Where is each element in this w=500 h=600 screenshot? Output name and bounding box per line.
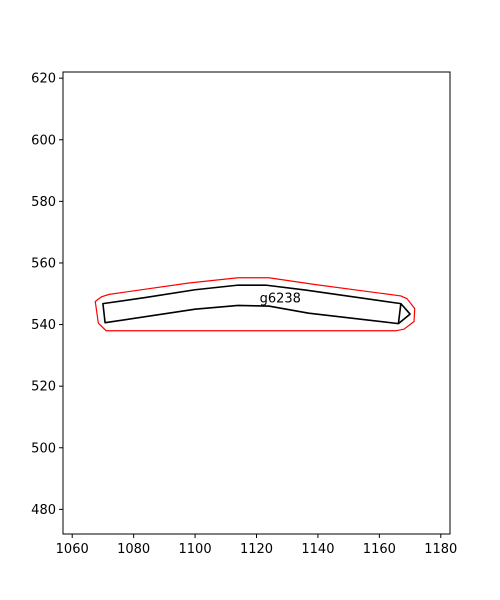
y-tick-label: 480: [31, 503, 56, 518]
annotation-label: g6238: [260, 291, 301, 306]
y-tick-label: 520: [31, 380, 56, 395]
series-line-2: [397, 303, 411, 325]
y-tick-label: 560: [31, 256, 56, 271]
x-tick-label: 1140: [301, 542, 334, 557]
x-tick-label: 1060: [56, 542, 89, 557]
y-tick-label: 580: [31, 195, 56, 210]
y-axis: 480 500 520 540 560 580 600 620: [31, 72, 63, 518]
y-tick-label: 500: [31, 441, 56, 456]
x-axis: 1060 1080 1100 1120 1140 1160 1180: [56, 534, 457, 557]
series-line-1: [102, 284, 402, 325]
x-tick-label: 1100: [179, 542, 212, 557]
y-tick-label: 620: [31, 72, 56, 87]
y-tick-label: 540: [31, 318, 56, 333]
x-tick-label: 1180: [424, 542, 457, 557]
x-tick-label: 1160: [363, 542, 396, 557]
series-layer: [94, 277, 416, 332]
y-tick-label: 600: [31, 133, 56, 148]
series-line-0: [94, 277, 416, 332]
x-tick-label: 1080: [117, 542, 150, 557]
x-tick-label: 1120: [240, 542, 273, 557]
annotation-layer: g6238: [260, 291, 301, 306]
